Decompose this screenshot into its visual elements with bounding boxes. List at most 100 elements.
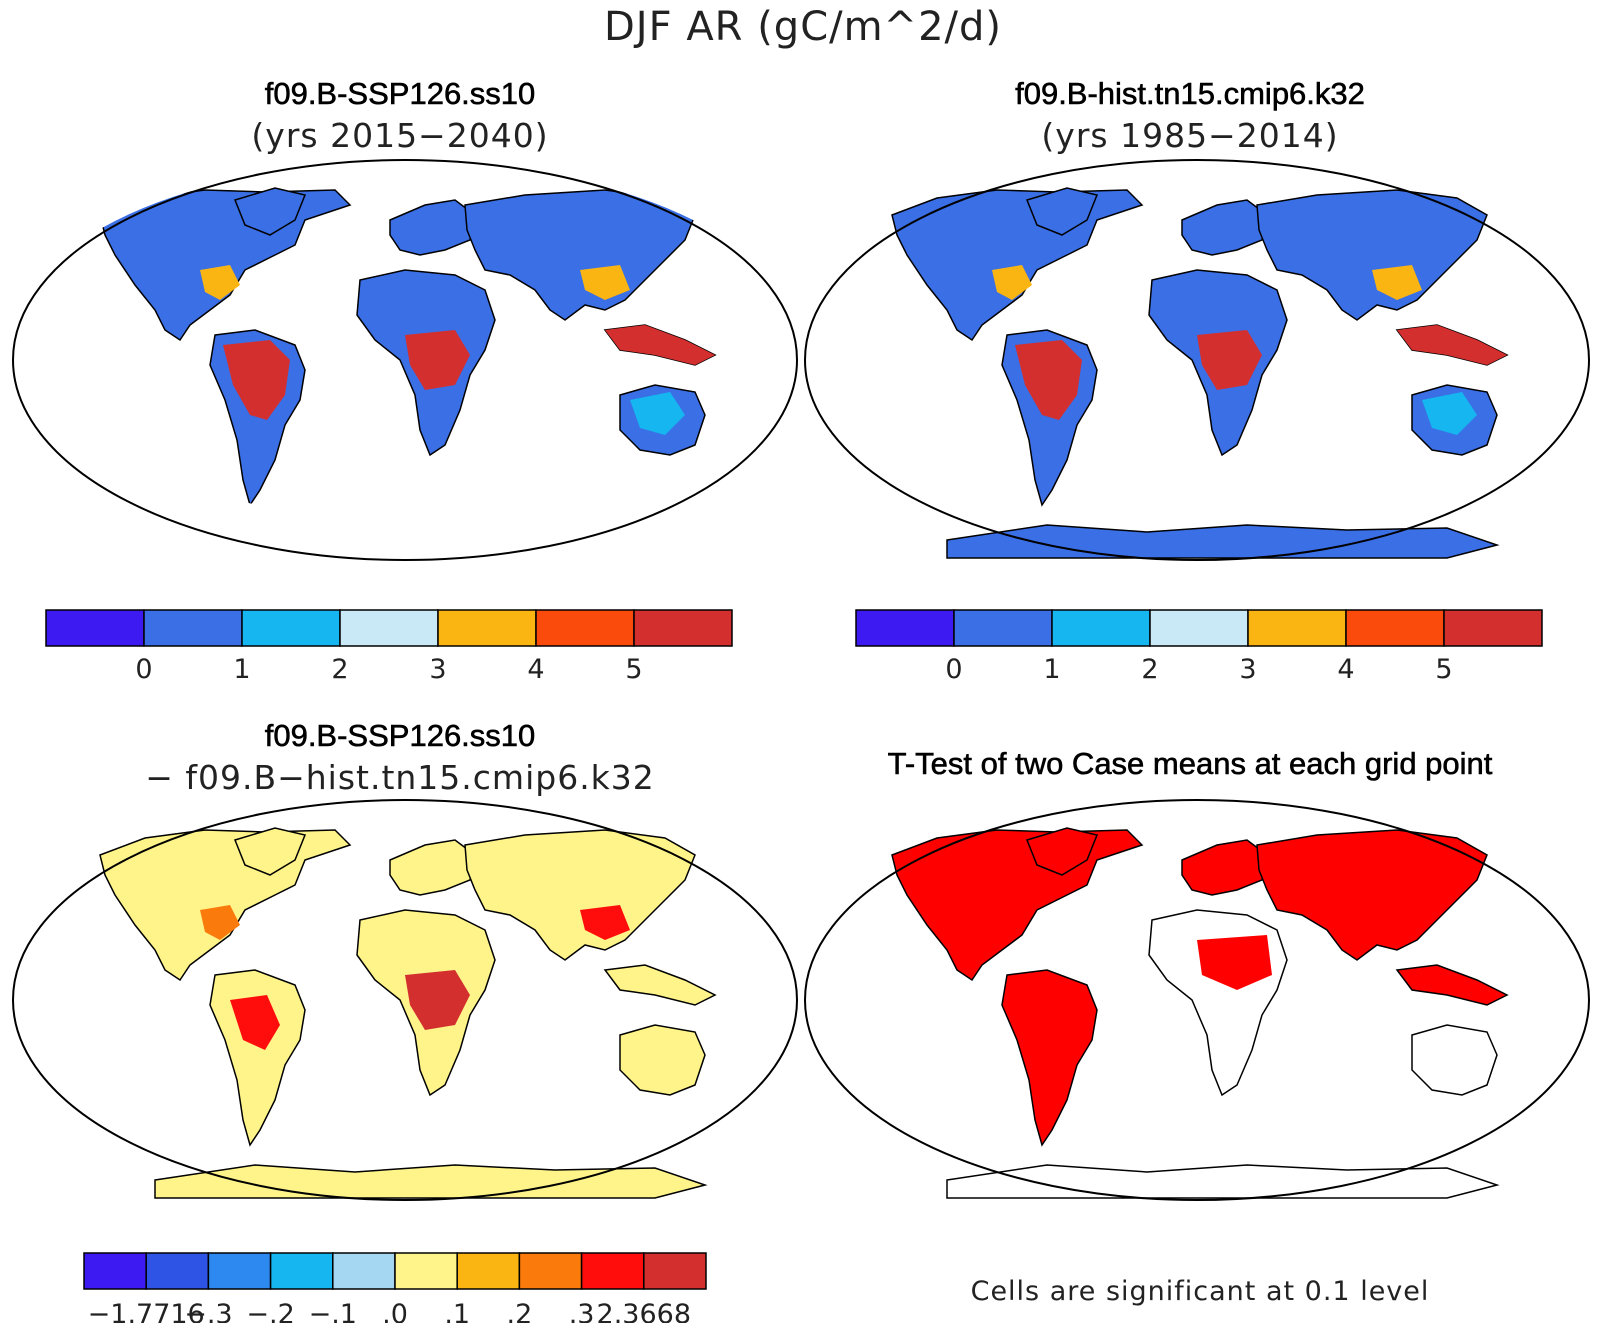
colorbar-tick-label: −.3 <box>184 1299 232 1323</box>
colorbar-swatch <box>339 609 439 647</box>
northAmerica-landmass <box>99 829 352 982</box>
se-asia-region <box>580 265 630 300</box>
panel-a-land <box>99 187 717 507</box>
colorbar-tick-label: 4 <box>1337 654 1354 685</box>
panel-d-land <box>891 827 1509 1199</box>
se-asia-region <box>1372 265 1422 300</box>
europe-landmass <box>389 199 476 256</box>
colorbar-swatch <box>633 609 733 647</box>
colorbar-panel-a: 0 1 2 3 4 5 <box>45 609 733 685</box>
amazon-high-region <box>223 340 290 420</box>
panel-d-title: T-Test of two Case means at each grid po… <box>887 746 1493 782</box>
panel-a-subtitle: (yrs 2015−2040) <box>251 116 549 155</box>
colorbar-tick-label: 0 <box>945 654 962 685</box>
antarctica-landmass <box>154 1164 708 1199</box>
panel-c-subtitle: − f09.B−hist.tn15.cmip6.k32 <box>145 758 655 797</box>
amazon-change-region <box>230 995 280 1050</box>
colorbar-swatch <box>535 609 635 647</box>
colorbar-swatch <box>241 609 341 647</box>
colorbar-swatch <box>83 1252 147 1290</box>
colorbar-tick-label: −1.7716 <box>88 1299 205 1323</box>
colorbar-tick-label: 1 <box>1043 654 1060 685</box>
panel-b-land <box>891 187 1509 559</box>
southAmerica-landmass <box>1001 969 1098 1147</box>
australia-light-region <box>630 392 685 435</box>
se-usa-change-region <box>200 905 240 940</box>
colorbar-swatch <box>1051 609 1151 647</box>
colorbar-tick-label: 2 <box>1141 654 1158 685</box>
amazon-high-region <box>1015 340 1082 420</box>
asia-landmass <box>464 189 696 321</box>
colorbar-swatch <box>394 1252 458 1290</box>
maritime-continent-region <box>605 325 715 365</box>
maritime-continent-region <box>1397 325 1507 365</box>
indonesia-landmass <box>603 964 717 1006</box>
panel-c-land <box>99 827 717 1199</box>
panel-a-title: f09.B-SSP126.ss10 <box>264 76 536 112</box>
colorbar-tick-label: 0 <box>135 654 152 685</box>
colorbar-swatch <box>145 1252 210 1290</box>
colorbar-swatch <box>1345 609 1445 647</box>
colorbar-tick-label: 3 <box>429 654 446 685</box>
colorbar-swatch <box>953 609 1053 647</box>
europe-landmass <box>389 839 476 896</box>
colorbar-tick-label: 3 <box>1239 654 1256 685</box>
colorbar-tick-label: .3 <box>569 1299 595 1323</box>
colorbar-swatch <box>456 1252 521 1290</box>
australia-landmass <box>1411 1024 1498 1096</box>
panel-c-map <box>12 799 798 1201</box>
colorbar-swatch <box>437 609 537 647</box>
greenland-landmass <box>233 827 307 876</box>
asia-landmass <box>464 829 696 961</box>
se-usa-region <box>992 265 1032 300</box>
africa-significant-region <box>1197 935 1272 990</box>
e-asia-change-region <box>580 905 630 940</box>
asia-landmass <box>1256 189 1488 321</box>
indonesia-landmass <box>1395 964 1509 1006</box>
colorbar-tick-label: 5 <box>1435 654 1452 685</box>
panel-a-map <box>12 159 798 561</box>
colorbar-swatch <box>143 609 243 647</box>
southAmerica-landmass <box>209 969 306 1147</box>
colorbar-tick-label: −.2 <box>246 1299 294 1323</box>
congo-high-region <box>1197 330 1262 390</box>
australia-light-region <box>1422 392 1477 435</box>
panel-b-map <box>804 159 1590 561</box>
europe-landmass <box>1181 839 1268 896</box>
significance-note: Cells are significant at 0.1 level <box>970 1276 1430 1307</box>
colorbar-swatch <box>207 1252 272 1290</box>
colorbar-swatch <box>643 1252 707 1290</box>
antarctica-landmass <box>946 1164 1500 1199</box>
colorbar-swatch <box>518 1252 583 1290</box>
colorbar-panel-c: −1.7716−.3 −.2 −.1 .0 .1 .2 .3 2.3668 <box>83 1252 707 1323</box>
asia-landmass <box>1256 829 1488 961</box>
colorbar-swatch <box>1443 609 1543 647</box>
colorbar-swatch <box>45 609 145 647</box>
panel-c-title: f09.B-SSP126.ss10 <box>264 718 536 754</box>
panel-b-subtitle: (yrs 1985−2014) <box>1041 116 1339 155</box>
se-usa-region <box>200 265 240 300</box>
greenland-landmass <box>1025 187 1099 236</box>
panel-d-map <box>804 799 1590 1201</box>
colorbar-swatch <box>269 1252 334 1290</box>
australia-landmass <box>619 1024 706 1096</box>
colorbar-tick-label: .2 <box>507 1299 533 1323</box>
colorbar-tick-label: .1 <box>444 1299 470 1323</box>
colorbar-tick-label: 2.3668 <box>597 1299 691 1323</box>
colorbar-tick-label: .0 <box>382 1299 408 1323</box>
colorbar-swatch <box>855 609 955 647</box>
antarctica-landmass <box>946 524 1500 559</box>
colorbar-tick-label: 2 <box>331 654 348 685</box>
colorbar-panel-b: 0 1 2 3 4 5 <box>855 609 1543 685</box>
congo-high-region <box>405 330 470 390</box>
northAmerica-landmass <box>99 189 352 342</box>
greenland-landmass <box>233 187 307 236</box>
northAmerica-landmass <box>891 189 1144 342</box>
panel-b-title: f09.B-hist.tn15.cmip6.k32 <box>1015 76 1365 112</box>
colorbar-tick-label: 4 <box>527 654 544 685</box>
congo-change-region <box>405 970 470 1030</box>
colorbar-tick-label: −.1 <box>309 1299 357 1323</box>
colorbar-tick-label: 5 <box>625 654 642 685</box>
colorbar-tick-label: 1 <box>233 654 250 685</box>
figure-title: DJF AR (gC/m^2/d) <box>604 4 1002 50</box>
